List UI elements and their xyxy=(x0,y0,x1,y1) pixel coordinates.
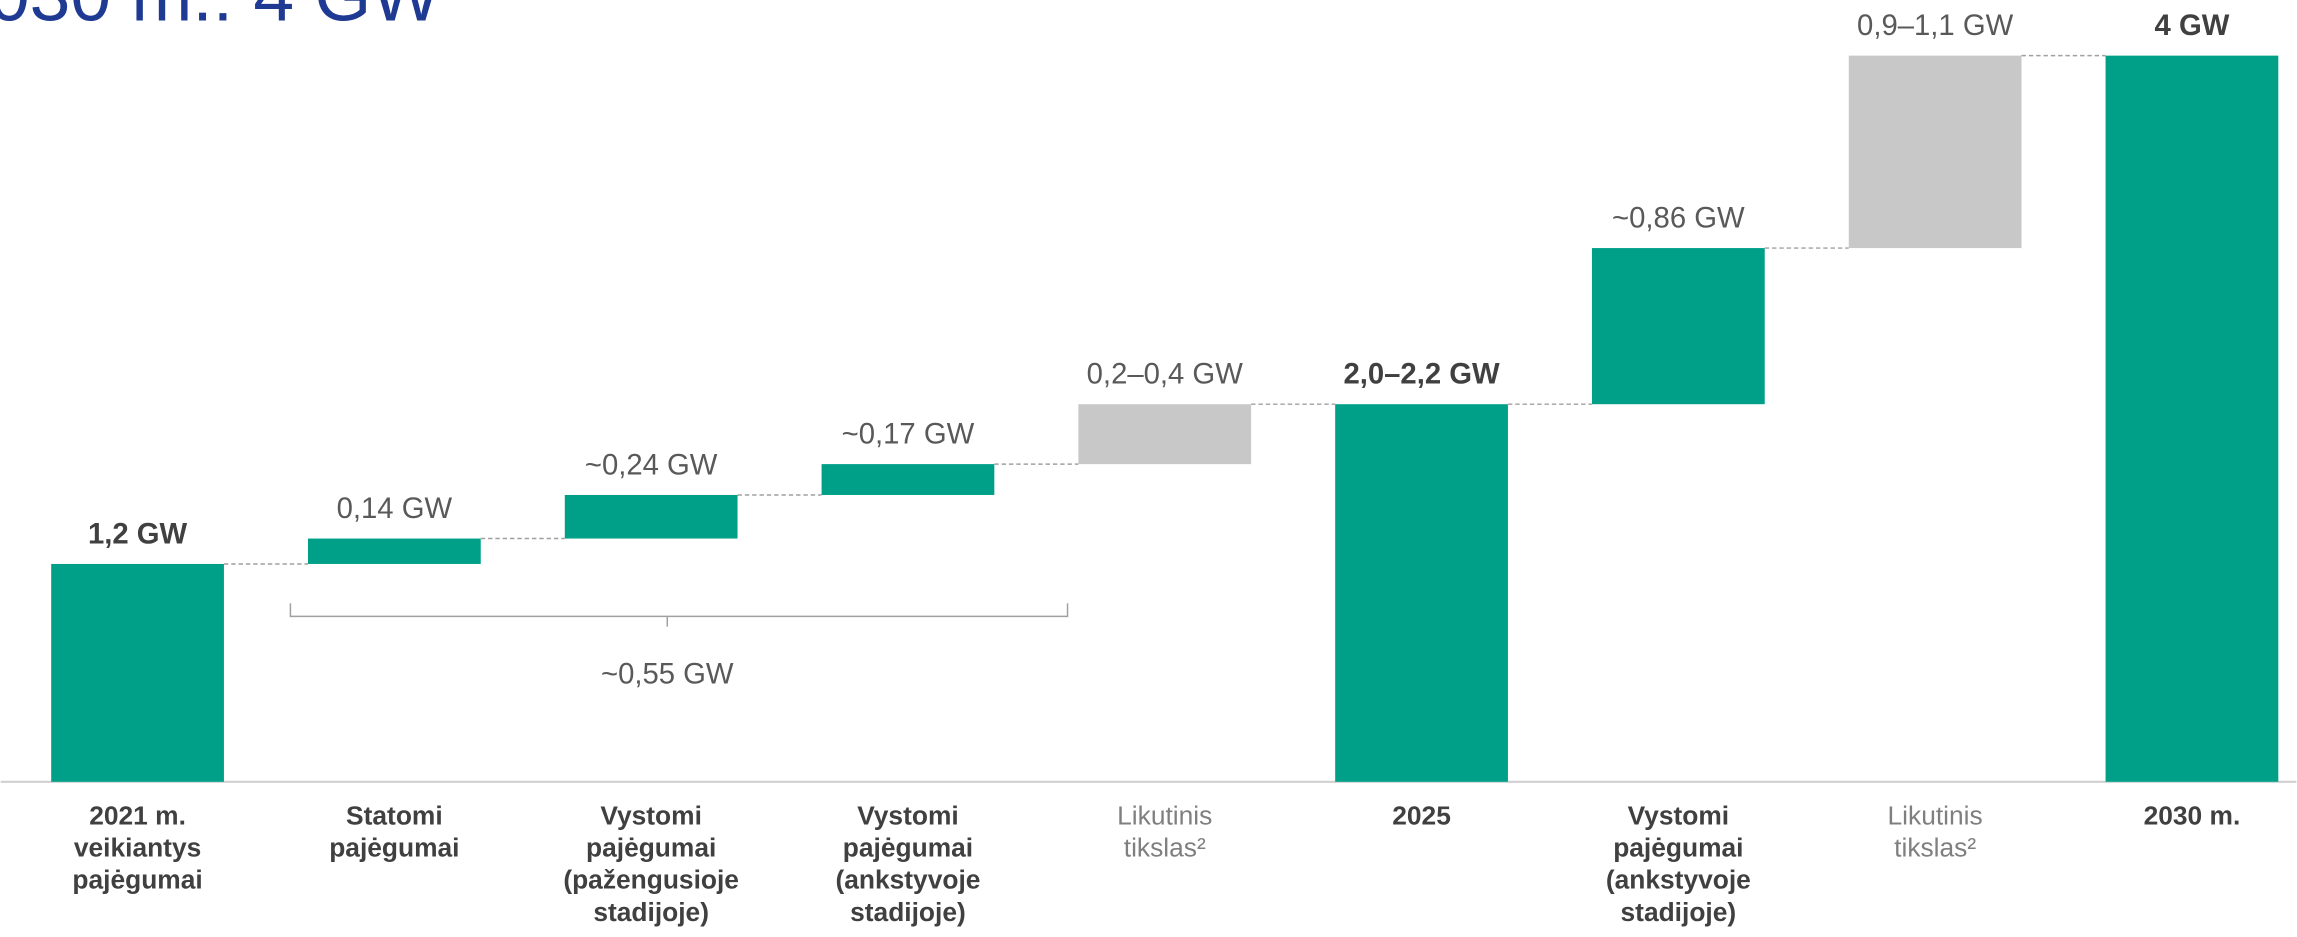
category-label: Vystomi pajėgumai (ankstyvoje stadijoje) xyxy=(835,800,980,927)
value-label: ~0,24 GW xyxy=(585,448,718,481)
value-label: ~0,17 GW xyxy=(842,418,975,451)
value-label: 0,14 GW xyxy=(337,492,453,525)
value-label: 0,9–1,1 GW xyxy=(1857,9,2014,42)
category-label: 2021 m. veikiantys pajėgumai xyxy=(72,800,202,894)
category-label: 2030 m. xyxy=(2144,800,2241,830)
value-label: 4 GW xyxy=(2155,9,2230,42)
category-label: 2025 xyxy=(1392,800,1451,830)
brace xyxy=(289,603,1069,627)
bar xyxy=(307,538,481,564)
brace-label: ~0,55 GW xyxy=(601,658,734,691)
value-label: ~0,86 GW xyxy=(1612,202,1745,235)
category-label: Vystomi pajėgumai (ankstyvoje stadijoje) xyxy=(1606,800,1751,927)
bar xyxy=(2105,55,2279,782)
bar xyxy=(1078,404,1252,465)
value-label: 1,2 GW xyxy=(88,517,188,550)
category-label: Likutinis tikslas² xyxy=(1117,800,1212,862)
bar xyxy=(1335,404,1508,782)
category-label: Vystomi pajėgumai (pažengusioje stadijoje) xyxy=(563,800,739,927)
chart-title: 030 m.: 4 GW xyxy=(0,0,440,36)
value-label: 0,2–0,4 GW xyxy=(1087,358,1244,391)
bar xyxy=(51,563,224,782)
bar xyxy=(564,494,738,539)
bar xyxy=(1848,55,2022,249)
bar xyxy=(1591,248,1765,405)
bar xyxy=(821,464,995,495)
category-label: Statomi pajėgumai xyxy=(329,800,459,862)
category-label: Likutinis tikslas² xyxy=(1888,800,1983,862)
value-label: 2,0–2,2 GW xyxy=(1343,358,1500,391)
